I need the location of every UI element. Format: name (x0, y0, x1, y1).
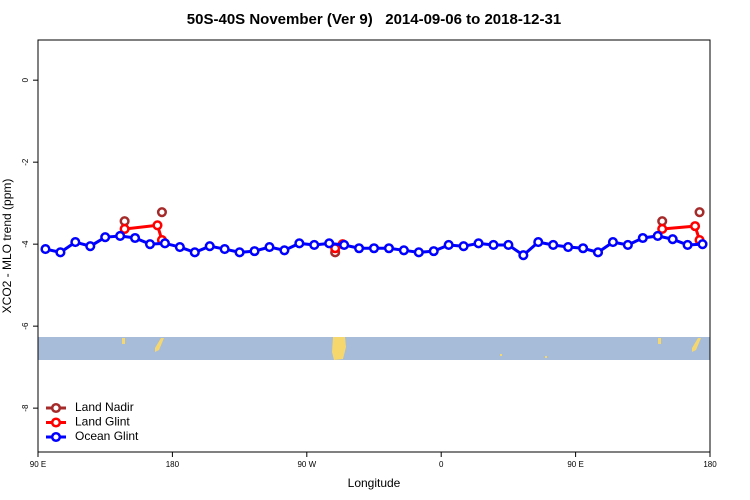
point (690, 221, 701, 232)
ocean-band (38, 337, 710, 360)
point (174, 241, 185, 253)
x-tick-label: 90 E (567, 460, 583, 469)
point (622, 239, 633, 251)
point (130, 232, 141, 244)
point (115, 230, 126, 242)
point (189, 247, 200, 258)
point (219, 244, 230, 255)
y-tick-label: 0 (21, 77, 30, 82)
point (309, 239, 320, 251)
point (607, 237, 618, 248)
point (383, 243, 394, 254)
point (548, 239, 559, 251)
point (264, 241, 275, 253)
point (85, 241, 96, 252)
point (339, 239, 350, 251)
point (354, 243, 365, 254)
map-band (38, 337, 710, 360)
plot-frame (37, 39, 711, 453)
point (144, 239, 156, 250)
y-axis-label: XCO2 - MLO trend (ppm) (0, 179, 14, 314)
point (100, 232, 111, 243)
point (70, 237, 81, 248)
legend-label: Ocean Glint (75, 429, 139, 443)
point (503, 239, 514, 251)
point (398, 245, 409, 256)
legend-marker (50, 431, 62, 443)
x-tick-label: 90 W (297, 460, 316, 469)
point (428, 246, 439, 257)
legend-label: Land Glint (75, 415, 130, 429)
point (40, 244, 51, 255)
chart-title: 50S-40S November (Ver 9) 2014-09-06 to 2… (187, 11, 561, 28)
point (488, 239, 499, 251)
point (249, 246, 260, 257)
point (413, 247, 424, 258)
point (563, 241, 574, 253)
point (156, 207, 167, 218)
point (697, 239, 708, 250)
x-tick-label: 0 (439, 460, 444, 469)
point (234, 247, 245, 258)
point (324, 238, 335, 249)
point (443, 239, 454, 251)
point (533, 237, 544, 248)
point (368, 243, 380, 254)
point (667, 234, 678, 245)
x-axis-label: Longitude (348, 476, 401, 490)
point (657, 216, 668, 227)
legend-marker (50, 417, 62, 428)
point (637, 232, 648, 244)
x-tick-label: 180 (166, 460, 180, 469)
x-tick-label: 180 (703, 460, 717, 469)
point (458, 241, 469, 252)
legend-marker (50, 402, 62, 414)
point (152, 220, 163, 231)
x-tick-label: 90 E (30, 460, 46, 469)
point (518, 250, 529, 261)
point (652, 230, 663, 242)
point (694, 207, 705, 218)
point (682, 239, 693, 251)
point (473, 238, 484, 249)
y-tick-label: -8 (21, 404, 30, 412)
y-tick-label: -6 (21, 322, 30, 330)
point (159, 238, 170, 249)
point (592, 247, 604, 258)
point (119, 223, 130, 235)
y-tick-label: -4 (21, 240, 30, 248)
point (55, 247, 66, 258)
y-tick-label: -2 (21, 158, 30, 166)
legend-label: Land Nadir (75, 400, 134, 414)
point (119, 216, 130, 227)
point (279, 245, 290, 256)
point (578, 243, 589, 254)
point (294, 238, 305, 249)
point (204, 241, 215, 252)
point (657, 223, 668, 235)
